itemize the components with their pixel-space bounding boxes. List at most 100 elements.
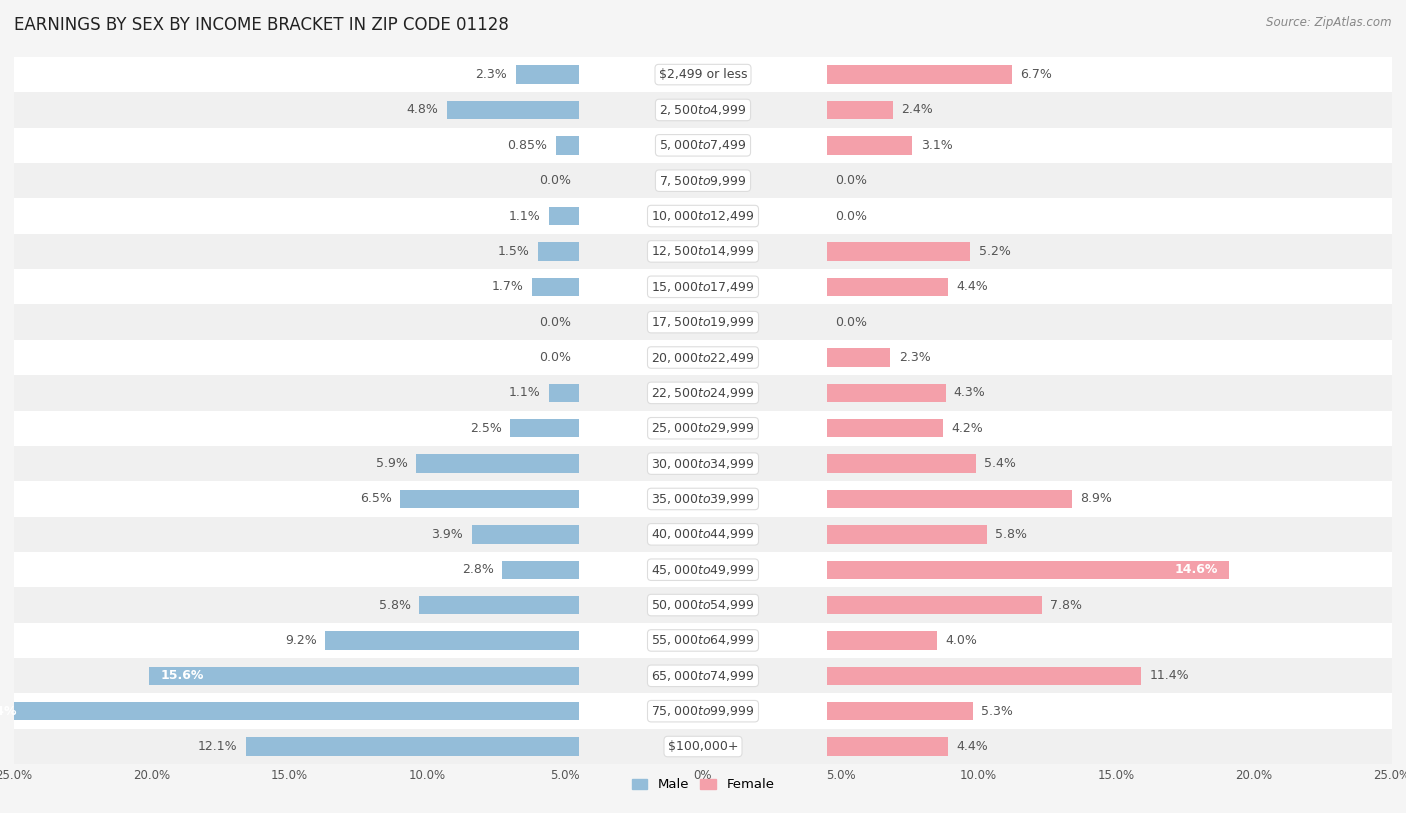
Text: 2.3%: 2.3% [475,68,508,81]
Bar [502,560,579,579]
Bar [555,136,579,154]
Bar [827,737,948,756]
Bar [14,729,1392,764]
Text: Source: ZipAtlas.com: Source: ZipAtlas.com [1267,16,1392,29]
Bar [416,454,579,473]
Text: $17,500 to $19,999: $17,500 to $19,999 [651,315,755,329]
Text: $55,000 to $64,999: $55,000 to $64,999 [651,633,755,647]
Text: 4.4%: 4.4% [956,740,988,753]
Bar [14,163,1392,198]
Bar [471,525,579,544]
Text: 8.9%: 8.9% [1081,493,1112,506]
Text: 5.8%: 5.8% [378,598,411,611]
Bar [548,384,579,402]
Bar [827,702,973,720]
Text: $40,000 to $44,999: $40,000 to $44,999 [651,528,755,541]
Bar [827,525,987,544]
Bar [827,631,938,650]
Bar [14,411,1392,446]
Text: 2.4%: 2.4% [901,103,934,116]
Text: 12.1%: 12.1% [198,740,238,753]
Bar [14,587,1392,623]
Bar [14,269,1392,304]
Bar [14,517,1392,552]
Bar [399,489,579,508]
Text: 0.0%: 0.0% [835,174,868,187]
Bar [531,277,579,296]
Text: $15,000 to $17,499: $15,000 to $17,499 [651,280,755,293]
Text: 0.85%: 0.85% [508,139,547,152]
Text: 15.6%: 15.6% [160,669,204,682]
Text: 3.9%: 3.9% [432,528,463,541]
Text: 1.1%: 1.1% [509,210,540,223]
Text: $25,000 to $29,999: $25,000 to $29,999 [651,421,755,435]
Bar [14,198,1392,234]
Bar [827,101,893,120]
Text: $2,500 to $4,999: $2,500 to $4,999 [659,103,747,117]
Bar [827,489,1073,508]
Text: 4.0%: 4.0% [945,634,977,647]
Text: $7,500 to $9,999: $7,500 to $9,999 [659,174,747,188]
Bar [827,419,943,437]
Text: 2.5%: 2.5% [470,422,502,435]
Text: 1.1%: 1.1% [509,386,540,399]
Text: 5.2%: 5.2% [979,245,1011,258]
Text: 2.3%: 2.3% [898,351,931,364]
Bar [14,233,1392,269]
Text: $12,500 to $14,999: $12,500 to $14,999 [651,245,755,259]
Bar [537,242,579,261]
Text: 5.8%: 5.8% [995,528,1028,541]
Text: 5.9%: 5.9% [377,457,408,470]
Bar [827,136,912,154]
Text: 0.0%: 0.0% [538,174,571,187]
Bar [419,596,579,615]
Bar [516,65,579,84]
Bar [0,702,579,720]
Text: $20,000 to $22,499: $20,000 to $22,499 [651,350,755,364]
Text: 0.0%: 0.0% [538,315,571,328]
Text: $30,000 to $34,999: $30,000 to $34,999 [651,457,755,471]
Bar [14,92,1392,128]
Bar [827,65,1012,84]
Text: $45,000 to $49,999: $45,000 to $49,999 [651,563,755,576]
Bar [246,737,579,756]
Text: 0.0%: 0.0% [835,315,868,328]
Bar [14,481,1392,517]
Bar [14,340,1392,375]
Bar [827,348,890,367]
Legend: Male, Female: Male, Female [626,773,780,797]
Text: 6.7%: 6.7% [1019,68,1052,81]
Text: 4.8%: 4.8% [406,103,439,116]
Bar [827,596,1042,615]
Text: $50,000 to $54,999: $50,000 to $54,999 [651,598,755,612]
Text: $5,000 to $7,499: $5,000 to $7,499 [659,138,747,152]
Text: 14.6%: 14.6% [1175,563,1219,576]
Bar [14,376,1392,411]
Text: $2,499 or less: $2,499 or less [659,68,747,81]
Bar [325,631,579,650]
Bar [827,242,970,261]
Text: 7.8%: 7.8% [1050,598,1083,611]
Bar [149,667,579,685]
Text: 2.8%: 2.8% [461,563,494,576]
Text: 9.2%: 9.2% [285,634,318,647]
Text: 4.3%: 4.3% [953,386,986,399]
Text: 5.3%: 5.3% [981,705,1014,718]
Text: $35,000 to $39,999: $35,000 to $39,999 [651,492,755,506]
Bar [14,693,1392,729]
Bar [510,419,579,437]
Text: 0.0%: 0.0% [835,210,868,223]
Text: 11.4%: 11.4% [1150,669,1189,682]
Bar [827,277,948,296]
Bar [14,304,1392,340]
Bar [827,384,945,402]
Text: 4.4%: 4.4% [956,280,988,293]
Bar [827,560,1229,579]
Text: 1.5%: 1.5% [498,245,530,258]
Bar [827,667,1142,685]
Bar [14,552,1392,587]
Text: 22.4%: 22.4% [0,705,17,718]
Bar [14,57,1392,92]
Bar [14,128,1392,163]
Text: 4.2%: 4.2% [950,422,983,435]
